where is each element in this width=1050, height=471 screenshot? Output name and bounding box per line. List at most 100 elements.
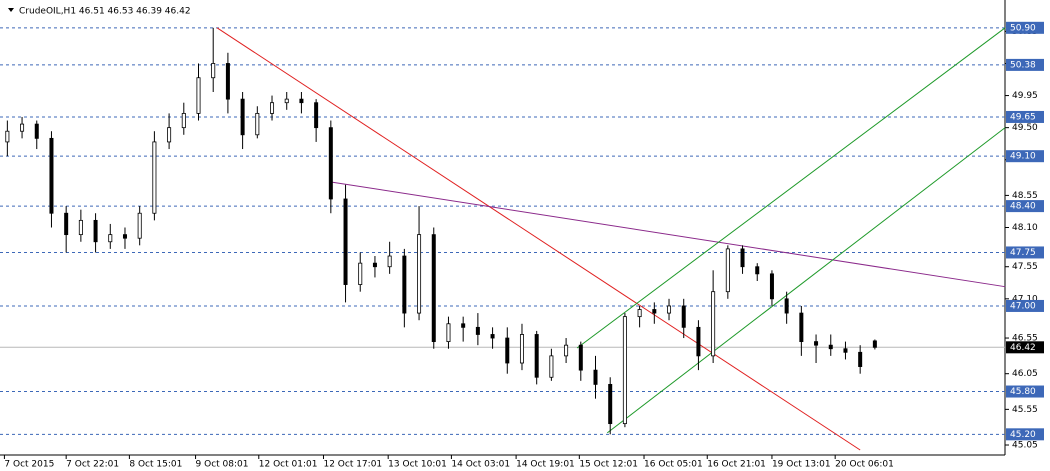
candle-body (828, 344, 833, 350)
candle-body (358, 262, 363, 285)
candle-body (490, 334, 495, 339)
candle-body (652, 309, 657, 314)
x-tick-label: 20 Oct 06:01 (835, 460, 894, 470)
candle-body (108, 234, 113, 243)
candle-body (431, 234, 436, 343)
candle-body (343, 198, 348, 285)
candle-body (34, 123, 39, 139)
candle-body (402, 255, 407, 314)
candle-body (696, 326, 701, 357)
candle-body (519, 334, 524, 364)
menu-arrow (8, 8, 14, 12)
candle-body (475, 326, 480, 335)
candle-body (622, 316, 627, 425)
level-label: 48.40 (1010, 202, 1036, 212)
candle-body (608, 383, 613, 425)
x-tick-label: 7 Oct 2015 (4, 460, 54, 470)
y-tick-label: 46.55 (1012, 334, 1038, 344)
y-tick-label: 49.95 (1012, 91, 1038, 101)
candle-body (417, 234, 422, 314)
candle-body (196, 77, 201, 114)
level-label: 47.00 (1010, 301, 1036, 311)
candle-body (372, 262, 377, 268)
candle-body (564, 344, 569, 357)
candle-body (799, 312, 804, 343)
level-label: 49.65 (1010, 112, 1036, 122)
candle-body (461, 323, 466, 328)
candle-body (872, 340, 877, 348)
level-label-bg (1006, 110, 1044, 123)
x-tick-label: 9 Oct 08:01 (196, 460, 249, 470)
current-price-label: 46.42 (1010, 343, 1036, 353)
chart-title: CrudeOIL,H1 46.51 46.53 46.39 46.42 (19, 7, 191, 17)
trendline (216, 27, 861, 451)
y-tick-label: 45.55 (1012, 405, 1038, 415)
x-tick-label: 19 Oct 13:01 (772, 460, 831, 470)
candle-body (387, 255, 392, 268)
candle-body (240, 98, 245, 136)
candle-body (858, 351, 863, 367)
x-tick-label: 16 Oct 05:01 (644, 460, 703, 470)
candle-body (225, 63, 230, 100)
candle-body (505, 337, 510, 364)
candle-body (725, 248, 730, 293)
candle-body (152, 141, 157, 214)
x-tick-label: 14 Oct 19:01 (516, 460, 575, 470)
level-label-bg (1006, 299, 1044, 312)
level-label: 45.20 (1010, 430, 1036, 440)
candle-body (284, 98, 289, 104)
y-tick-label: 47.55 (1012, 262, 1038, 272)
trendline (330, 181, 1006, 288)
candle-body (534, 334, 539, 378)
y-tick-label: 48.55 (1012, 191, 1038, 201)
candle-body (578, 344, 583, 371)
candle-body (814, 341, 819, 346)
current-price-label-bg (1006, 341, 1044, 354)
x-tick-label: 12 Oct 17:01 (323, 460, 382, 470)
level-label-bg (1006, 21, 1044, 34)
x-tick-label: 12 Oct 01:01 (259, 460, 318, 470)
candle-body (681, 305, 686, 328)
level-label: 47.75 (1010, 248, 1036, 258)
y-tick-label: 49.50 (1012, 123, 1038, 133)
candle-body (328, 127, 333, 200)
candle-body (843, 348, 848, 353)
candle-body (769, 273, 774, 300)
level-label-bg (1006, 58, 1044, 71)
level-label-bg (1006, 150, 1044, 163)
candle-body (93, 219, 98, 243)
candle-body (20, 123, 25, 132)
candle-body (255, 112, 260, 136)
level-label: 50.38 (1010, 60, 1036, 70)
level-label-bg (1006, 200, 1044, 213)
level-label-bg (1006, 428, 1044, 441)
trendline (606, 127, 1006, 434)
x-tick-label: 13 Oct 10:01 (388, 460, 447, 470)
candle-body (784, 298, 789, 314)
y-tick-label: 47.10 (1012, 294, 1038, 304)
x-tick-label: 16 Oct 21:01 (707, 460, 766, 470)
candle-body (299, 98, 304, 104)
x-tick-label: 7 Oct 22:01 (66, 460, 119, 470)
candle-body (314, 102, 319, 129)
y-tick-label: 45.05 (1012, 441, 1038, 451)
candle-body (711, 291, 716, 357)
candle-body (181, 112, 186, 129)
level-label-bg (1006, 246, 1044, 259)
candle-body (5, 130, 10, 143)
trendline (576, 27, 1006, 349)
candle-body (137, 212, 142, 239)
level-label-bg (1006, 385, 1044, 398)
y-tick-label: 46.05 (1012, 369, 1038, 379)
candle-body (78, 219, 83, 236)
x-tick-label: 8 Oct 15:01 (129, 460, 182, 470)
candle-body (446, 323, 451, 343)
x-tick-label: 15 Oct 12:01 (579, 460, 638, 470)
candle-body (270, 102, 275, 114)
candle-body (755, 266, 760, 275)
candle-body (167, 127, 172, 143)
candle-body (49, 137, 54, 214)
